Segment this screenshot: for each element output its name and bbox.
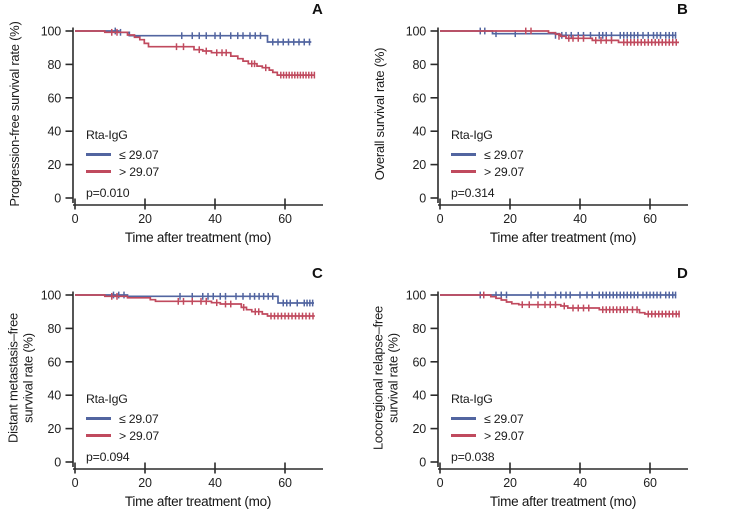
svg-text:60: 60: [47, 91, 61, 105]
legend-entry-low: ≤ 29.07: [451, 147, 524, 162]
legend-line-swatch: [451, 170, 476, 173]
svg-text:0: 0: [437, 212, 444, 226]
panel-letter: C: [312, 265, 323, 282]
km-plot-b: 0 20 40 60 0 20 40 60 80 100: [406, 25, 688, 226]
legend-title: Rta-IgG: [86, 392, 128, 406]
legend-entry-high: > 29.07: [451, 164, 524, 179]
svg-text:100: 100: [406, 289, 427, 303]
svg-text:20: 20: [47, 422, 61, 436]
svg-text:20: 20: [412, 158, 426, 172]
svg-text:20: 20: [138, 212, 152, 226]
x-axis-label: Time after treatment (mo): [124, 230, 272, 245]
panel-a: 0 20 40 60 0 20 40 60 80 100 Progression-free sur…: [0, 0, 364, 264]
svg-text:80: 80: [47, 322, 61, 336]
p-value: p=0.094: [86, 450, 130, 464]
panel-d: 0 20 40 60 0 20 40 60 80 100 Locoregional relapse…: [365, 264, 729, 528]
panel-letter: B: [677, 1, 688, 18]
svg-text:0: 0: [419, 192, 426, 206]
legend-entry-low: ≤ 29.07: [86, 147, 159, 162]
legend-title: Rta-IgG: [451, 392, 493, 406]
panel-letter: D: [677, 265, 688, 282]
svg-text:40: 40: [47, 125, 61, 139]
legend-line-swatch: [86, 417, 111, 420]
svg-text:100: 100: [41, 289, 62, 303]
svg-text:80: 80: [47, 58, 61, 72]
legend-title: Rta-IgG: [86, 128, 128, 142]
x-axis-label: Time after treatment (mo): [124, 494, 272, 509]
legend-entry-high: > 29.07: [86, 164, 159, 179]
legend-entry-label: ≤ 29.07: [119, 411, 159, 426]
svg-text:0: 0: [419, 456, 426, 470]
legend-entry-label: > 29.07: [484, 428, 524, 443]
svg-text:40: 40: [208, 476, 222, 490]
svg-text:40: 40: [47, 389, 61, 403]
legend-line-swatch: [86, 434, 111, 437]
svg-text:0: 0: [54, 456, 61, 470]
km-plot-c: 0 20 40 60 0 20 40 60 80 100: [41, 289, 323, 490]
legend-line-swatch: [451, 417, 476, 420]
legend-entry-label: > 29.07: [119, 164, 159, 179]
svg-text:40: 40: [412, 389, 426, 403]
svg-text:20: 20: [412, 422, 426, 436]
y-axis-label: Progression-free survival rate (%): [6, 21, 22, 207]
legend-entry-label: ≤ 29.07: [484, 147, 524, 162]
svg-text:40: 40: [573, 476, 587, 490]
legend-entry-high: > 29.07: [451, 428, 524, 443]
legend-entry-label: ≤ 29.07: [119, 147, 159, 162]
legend: Rta-IgG ≤ 29.07 > 29.07 p=0.094: [86, 392, 159, 464]
x-axis-label: Time after treatment (mo): [489, 494, 637, 509]
svg-text:40: 40: [208, 212, 222, 226]
svg-text:100: 100: [406, 25, 427, 39]
svg-text:60: 60: [643, 212, 657, 226]
legend: Rta-IgG ≤ 29.07 > 29.07 p=0.314: [451, 128, 524, 200]
svg-text:0: 0: [72, 212, 79, 226]
svg-text:20: 20: [503, 476, 517, 490]
legend-entry-label: ≤ 29.07: [484, 411, 524, 426]
legend-entry-label: > 29.07: [484, 164, 524, 179]
panel-c: 0 20 40 60 0 20 40 60 80 100 Distant metastasis–f…: [0, 264, 364, 528]
svg-text:60: 60: [412, 91, 426, 105]
y-axis-label: Locoregional relapse–free survival rate …: [370, 305, 401, 451]
p-value: p=0.314: [451, 186, 495, 200]
svg-text:80: 80: [412, 322, 426, 336]
svg-text:0: 0: [72, 476, 79, 490]
legend: Rta-IgG ≤ 29.07 > 29.07 p=0.010: [86, 128, 159, 200]
legend-line-swatch: [86, 170, 111, 173]
svg-text:0: 0: [54, 192, 61, 206]
svg-text:60: 60: [278, 212, 292, 226]
legend-line-swatch: [451, 434, 476, 437]
svg-text:60: 60: [278, 476, 292, 490]
y-axis-label: Distant metastasis–free survival rate (%…: [5, 312, 36, 444]
svg-text:80: 80: [412, 58, 426, 72]
svg-text:20: 20: [47, 158, 61, 172]
y-axis-label: Overall survival rate (%): [371, 47, 387, 181]
legend-line-swatch: [451, 153, 476, 156]
legend: Rta-IgG ≤ 29.07 > 29.07 p=0.038: [451, 392, 524, 464]
svg-text:60: 60: [643, 476, 657, 490]
km-plot-a: 0 20 40 60 0 20 40 60 80 100: [41, 25, 323, 226]
legend-line-swatch: [86, 153, 111, 156]
legend-entry-low: ≤ 29.07: [451, 411, 524, 426]
legend-entry-label: > 29.07: [119, 428, 159, 443]
svg-text:60: 60: [47, 355, 61, 369]
legend-entry-low: ≤ 29.07: [86, 411, 159, 426]
svg-text:40: 40: [412, 125, 426, 139]
legend-entry-high: > 29.07: [86, 428, 159, 443]
svg-text:100: 100: [41, 25, 62, 39]
x-axis-label: Time after treatment (mo): [489, 230, 637, 245]
svg-text:60: 60: [412, 355, 426, 369]
panel-b: 0 20 40 60 0 20 40 60 80 100 Overall survival rat…: [365, 0, 729, 264]
p-value: p=0.038: [451, 450, 495, 464]
legend-title: Rta-IgG: [451, 128, 493, 142]
panel-letter: A: [312, 1, 323, 18]
svg-text:0: 0: [437, 476, 444, 490]
p-value: p=0.010: [86, 186, 130, 200]
svg-text:20: 20: [503, 212, 517, 226]
svg-text:20: 20: [138, 476, 152, 490]
svg-text:40: 40: [573, 212, 587, 226]
km-plot-d: 0 20 40 60 0 20 40 60 80 100: [406, 289, 688, 490]
